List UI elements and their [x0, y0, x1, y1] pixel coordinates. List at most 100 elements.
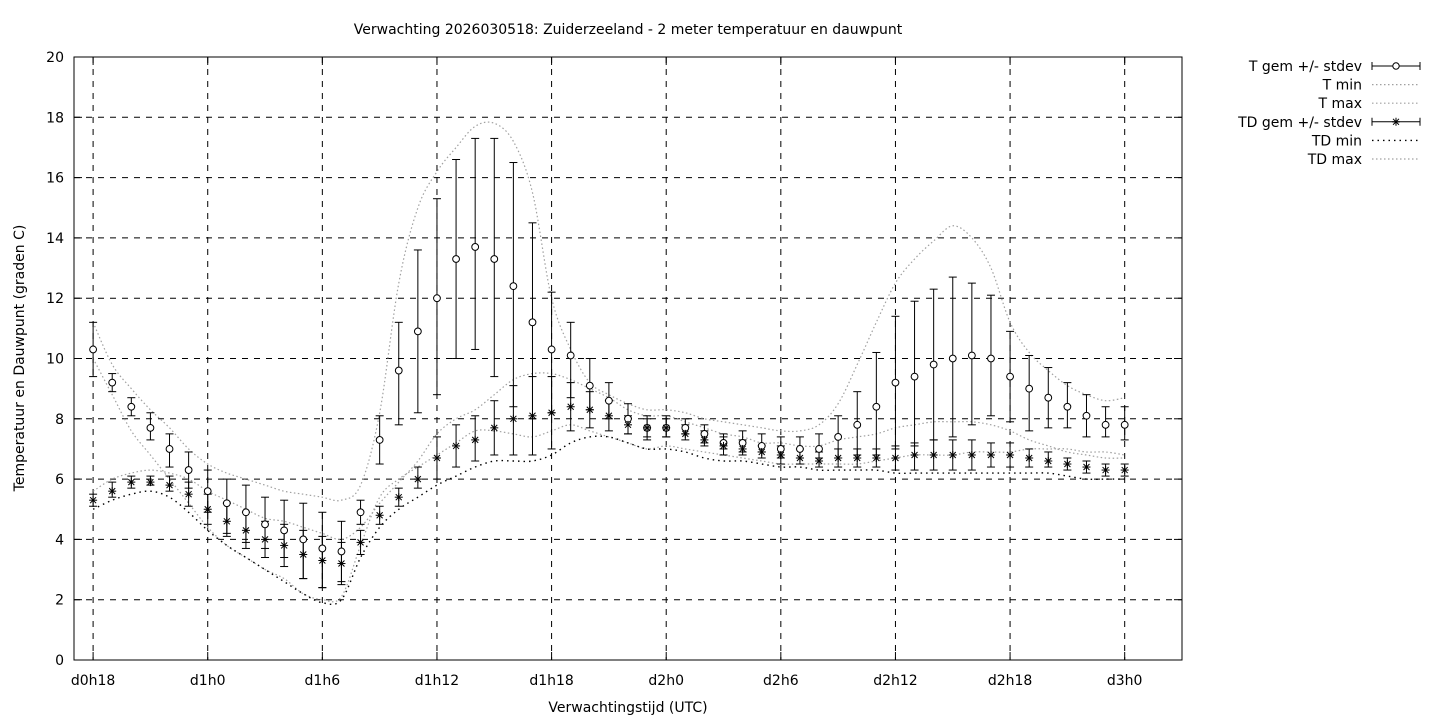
data-point-t-gem-stdev — [967, 351, 976, 360]
star-stroke — [1006, 451, 1014, 459]
legend-item-t-min: T min — [1322, 78, 1420, 94]
data-point-t-gem-stdev — [242, 508, 250, 517]
data-point-td-gem-stdev — [910, 450, 919, 459]
data-point-td-gem-stdev — [280, 541, 289, 550]
star-stroke — [376, 511, 384, 519]
data-point-td-gem-stdev — [585, 405, 594, 414]
star-stroke — [930, 451, 938, 459]
y-axis-label: Temperatuur en Dauwpunt (graden C) — [12, 225, 28, 493]
data-point-td-gem-stdev — [643, 423, 652, 432]
star-stroke — [949, 451, 957, 459]
data-point-t-gem-stdev — [89, 345, 98, 354]
x-tick-label: d1h6 — [305, 673, 341, 689]
y-tick-label: 20 — [46, 50, 64, 66]
data-point-td-gem-stdev — [1044, 457, 1053, 466]
star-stroke — [261, 536, 269, 543]
star-stroke — [529, 412, 536, 420]
y-tick-label: 0 — [55, 653, 64, 669]
data-point-t-gem-stdev — [566, 351, 575, 360]
star-stroke — [815, 457, 823, 465]
legend-label: TD max — [1307, 152, 1362, 168]
data-point-t-gem-stdev — [318, 544, 327, 553]
min-max-bands — [92, 121, 1125, 606]
data-point-t-gem-stdev — [1082, 411, 1091, 420]
y-tick-label: 12 — [46, 291, 64, 307]
mean-markers — [89, 243, 1129, 568]
data-point-t-gem-stdev — [910, 372, 919, 381]
star-stroke — [242, 527, 250, 534]
data-point-td-gem-stdev — [375, 511, 384, 520]
data-point-td-gem-stdev — [509, 414, 518, 423]
star-stroke — [1102, 466, 1109, 474]
star-stroke — [510, 415, 517, 423]
data-point-td-gem-stdev — [432, 453, 441, 462]
star-stroke — [299, 551, 307, 558]
data-point-td-gem-stdev — [757, 447, 766, 456]
star-stroke — [911, 451, 918, 459]
data-point-td-gem-stdev — [394, 493, 403, 502]
data-point-t-gem-stdev — [1006, 372, 1014, 381]
data-point-t-gem-stdev — [394, 366, 403, 375]
error-bars — [89, 137, 1129, 589]
star-stroke — [834, 454, 842, 462]
error-bar-t-gem-stdev — [1025, 354, 1034, 432]
data-point-t-gem-stdev — [280, 526, 289, 535]
data-point-t-gem-stdev — [948, 354, 957, 363]
data-point-t-gem-stdev — [547, 345, 556, 354]
data-point-t-gem-stdev — [490, 255, 499, 263]
data-point-t-gem-stdev — [452, 255, 460, 263]
y-tick-label: 18 — [46, 110, 64, 126]
data-point-t-gem-stdev — [604, 396, 613, 405]
star-stroke — [108, 487, 116, 495]
series-line-td-min — [92, 435, 1125, 606]
star-stroke — [89, 496, 97, 504]
data-point-t-gem-stdev — [796, 445, 804, 453]
star-stroke — [433, 454, 441, 462]
data-point-td-gem-stdev — [624, 420, 632, 429]
star-stroke — [796, 454, 804, 462]
star-stroke — [758, 448, 766, 456]
data-point-td-gem-stdev — [815, 457, 824, 466]
data-point-td-gem-stdev — [662, 423, 671, 432]
data-point-td-gem-stdev — [681, 429, 690, 438]
data-point-t-gem-stdev — [184, 466, 193, 474]
data-point-t-gem-stdev — [929, 360, 938, 369]
data-point-td-gem-stdev — [1120, 466, 1129, 475]
star-stroke — [127, 478, 135, 486]
data-point-td-gem-stdev — [184, 490, 193, 499]
y-axis-ticks: 0 2 4 6 8 10 12 14 16 18 20 — [46, 50, 1182, 669]
x-axis-ticks: d0h18 d1h0 d1h6 d1h12 d1h18 d2h0 d2h6 d2h12 d2h1… — [71, 57, 1142, 689]
star-stroke — [548, 409, 555, 417]
data-point-t-gem-stdev — [528, 318, 537, 327]
star-stroke — [586, 406, 594, 414]
data-point-td-gem-stdev — [203, 505, 212, 514]
data-point-t-gem-stdev — [509, 282, 518, 291]
data-point-td-gem-stdev — [127, 478, 136, 487]
data-point-t-gem-stdev — [1101, 420, 1110, 429]
x-axis-label: Verwachtingstijd (UTC) — [548, 700, 707, 716]
data-point-td-gem-stdev — [165, 481, 174, 490]
y-tick-label: 2 — [55, 593, 64, 609]
star-stroke — [490, 424, 498, 432]
data-point-td-gem-stdev — [700, 435, 709, 444]
star-stroke — [701, 436, 708, 444]
star-stroke — [414, 475, 422, 483]
data-point-td-gem-stdev — [1082, 463, 1091, 472]
data-point-td-gem-stdev — [1101, 466, 1110, 475]
y-tick-label: 4 — [55, 532, 64, 548]
data-point-t-gem-stdev — [337, 547, 346, 556]
series-line-t-max — [92, 121, 1125, 502]
star-stroke — [777, 451, 785, 459]
star-stroke — [1121, 466, 1129, 474]
legend-item-t-max: T max — [1317, 96, 1420, 112]
data-point-t-gem-stdev — [585, 381, 594, 390]
legend-label: T min — [1322, 78, 1362, 94]
star-stroke — [166, 481, 173, 489]
data-point-td-gem-stdev — [795, 453, 804, 462]
x-tick-label: d1h12 — [415, 673, 459, 689]
data-point-t-gem-stdev — [222, 499, 231, 508]
data-point-t-gem-stdev — [987, 354, 995, 363]
star-stroke — [357, 539, 364, 546]
data-point-td-gem-stdev — [834, 453, 843, 462]
